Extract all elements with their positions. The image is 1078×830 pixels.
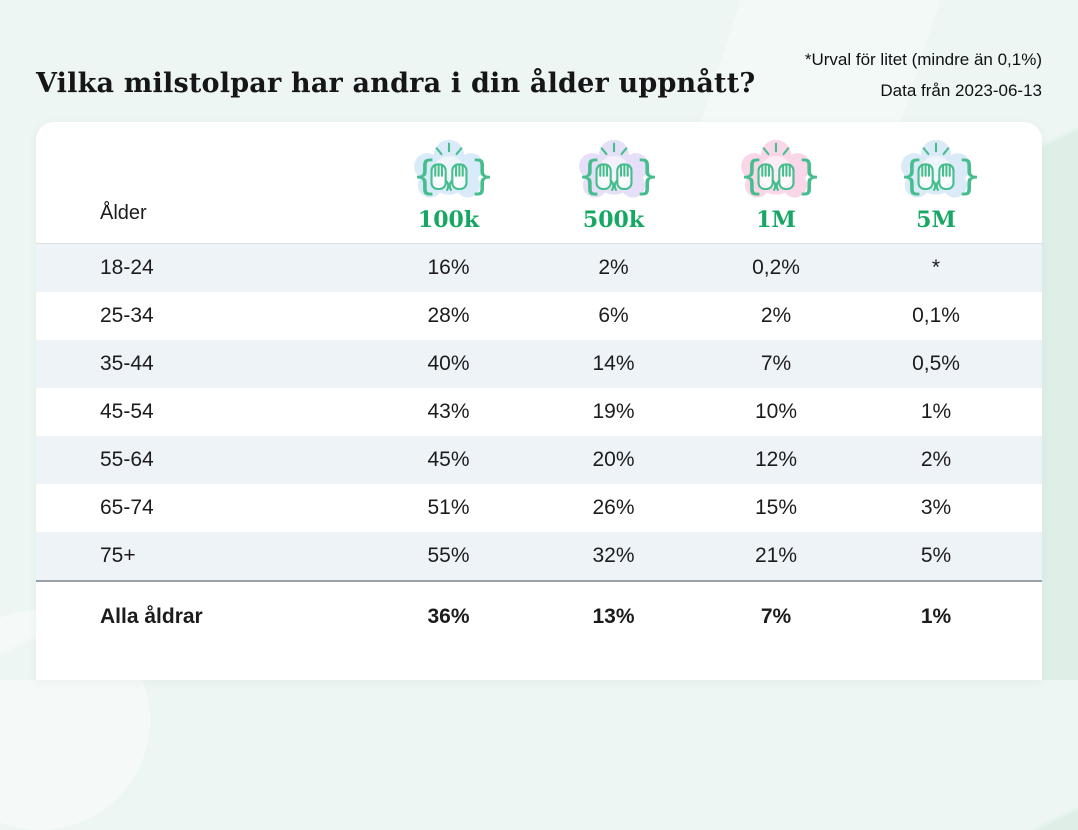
age-cell: 18-24 [100,256,154,279]
age-cell: 45-54 [100,400,154,423]
value-cell: 2% [598,256,629,279]
table-row: 35-44 40% 14% 7% 0,5% [36,340,1042,388]
age-cell: 55-64 [100,448,154,471]
svg-text:}: } [634,153,659,199]
value-cell: 10% [754,400,798,423]
value-cell: 43% [427,400,470,423]
high-five-hands-icon: { } [739,139,822,199]
value-cell: 0,2% [752,256,800,279]
value-cell: 16% [427,256,470,279]
value-cell-total: 13% [592,605,635,628]
value-cell: 55% [427,544,470,567]
table-row: 55-64 45% 20% 12% 2% [36,436,1042,484]
footnote-sample-size: *Urval för litet (mindre än 0,1%) [804,50,1042,69]
svg-text:}: } [957,153,982,199]
milestone-label: 5M [916,207,956,233]
value-cell: 20% [592,448,635,471]
table-row: 75+ 55% 32% 21% 5% [36,532,1042,580]
footnotes: *Urval för litet (mindre än 0,1%) Data f… [805,44,1042,106]
age-cell: 35-44 [100,352,154,375]
value-cell: 45% [427,448,470,471]
table-row: 65-74 51% 26% 15% 3% [36,484,1042,532]
value-cell: 2% [760,304,792,327]
value-cell: 12% [754,448,798,471]
svg-text:}: } [469,153,494,199]
total-divider [36,580,1042,582]
total-row: Alla åldrar 36% 13% 7% 1% [36,582,1042,652]
value-cell: 5% [920,544,952,567]
value-cell: 14% [592,352,635,375]
value-cell: 19% [592,400,635,423]
high-five-hands-icon: { } [412,139,495,199]
data-date: Data från 2023-06-13 [880,81,1042,100]
value-cell: 32% [592,544,635,567]
milestone-label: 500k [582,207,645,233]
milestone-label: 100k [417,207,480,233]
value-cell: 28% [427,304,470,327]
milestone-column-header-500k: { } 500k [531,138,696,243]
age-cell-total: Alla åldrar [100,605,203,628]
table-header-row: Ålder { } [36,122,1042,244]
svg-text:{: { [739,153,764,199]
high-five-hands-icon: { } [899,139,982,199]
value-cell: 15% [754,496,798,519]
value-cell: 26% [592,496,635,519]
high-five-hands-icon: { } [577,139,660,199]
svg-text:{: { [412,153,437,199]
value-cell: 0,5% [912,352,960,375]
svg-text:}: } [797,153,822,199]
age-cell: 65-74 [100,496,154,519]
table-row: 18-24 16% 2% 0,2% * [36,244,1042,292]
table-row: 25-34 28% 6% 2% 0,1% [36,292,1042,340]
milestone-column-header-1m: { } 1M [696,138,856,243]
value-cell-total: 7% [760,605,792,628]
value-cell: 21% [754,544,798,567]
age-cell: 75+ [100,544,136,567]
age-column-header: Ålder [100,202,147,224]
value-cell-total: 1% [920,605,952,628]
table-row: 45-54 43% 19% 10% 1% [36,388,1042,436]
svg-text:{: { [577,153,602,199]
milestones-table-card: Ålder { } [36,122,1042,680]
svg-text:{: { [899,153,924,199]
page-title: Vilka milstolpar har andra i din ålder u… [36,68,756,100]
value-cell: 3% [920,496,952,519]
value-cell: 0,1% [912,304,960,327]
milestone-label: 1M [756,207,796,233]
value-cell: * [931,256,941,279]
value-cell: 1% [920,400,952,423]
milestone-column-header-100k: { } 100k [366,138,531,243]
value-cell-total: 36% [427,605,470,628]
value-cell: 2% [920,448,952,471]
value-cell: 7% [760,352,792,375]
value-cell: 51% [427,496,470,519]
value-cell: 6% [598,304,629,327]
value-cell: 40% [427,352,470,375]
milestone-column-header-5m: { } 5M [856,138,1016,243]
age-cell: 25-34 [100,304,154,327]
